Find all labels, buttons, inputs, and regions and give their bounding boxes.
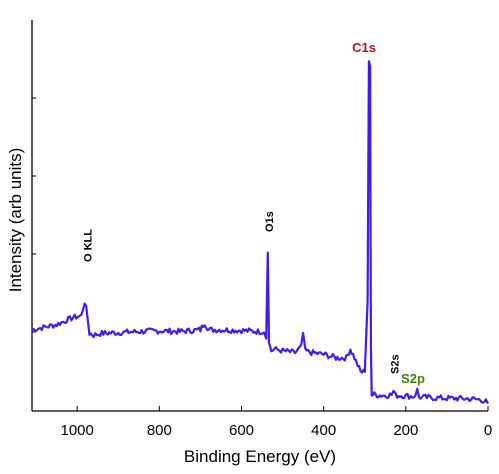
peak-label-s2s: S2s <box>389 354 401 374</box>
x-tick-label: 1000 <box>61 422 94 439</box>
y-axis-title: Intensity (arb units) <box>6 148 25 293</box>
x-axis-ticks <box>76 406 489 411</box>
x-tick-label: 800 <box>147 422 172 439</box>
peak-label-s2p: S2p <box>401 371 425 386</box>
x-tick-label: 600 <box>229 422 254 439</box>
peak-label-c1s: C1s <box>352 40 376 55</box>
x-tick-label: 0 <box>484 422 492 439</box>
x-tick-label: 400 <box>311 422 336 439</box>
x-axis-tick-labels: 1000 800 600 400 200 0 <box>61 422 493 439</box>
series-line <box>31 60 489 405</box>
peak-label-o-kll: O KLL <box>82 229 94 262</box>
x-tick-label: 200 <box>393 422 418 439</box>
x-axis-title: Binding Energy (eV) <box>184 447 336 466</box>
peak-label-o1s: O1s <box>264 211 276 232</box>
